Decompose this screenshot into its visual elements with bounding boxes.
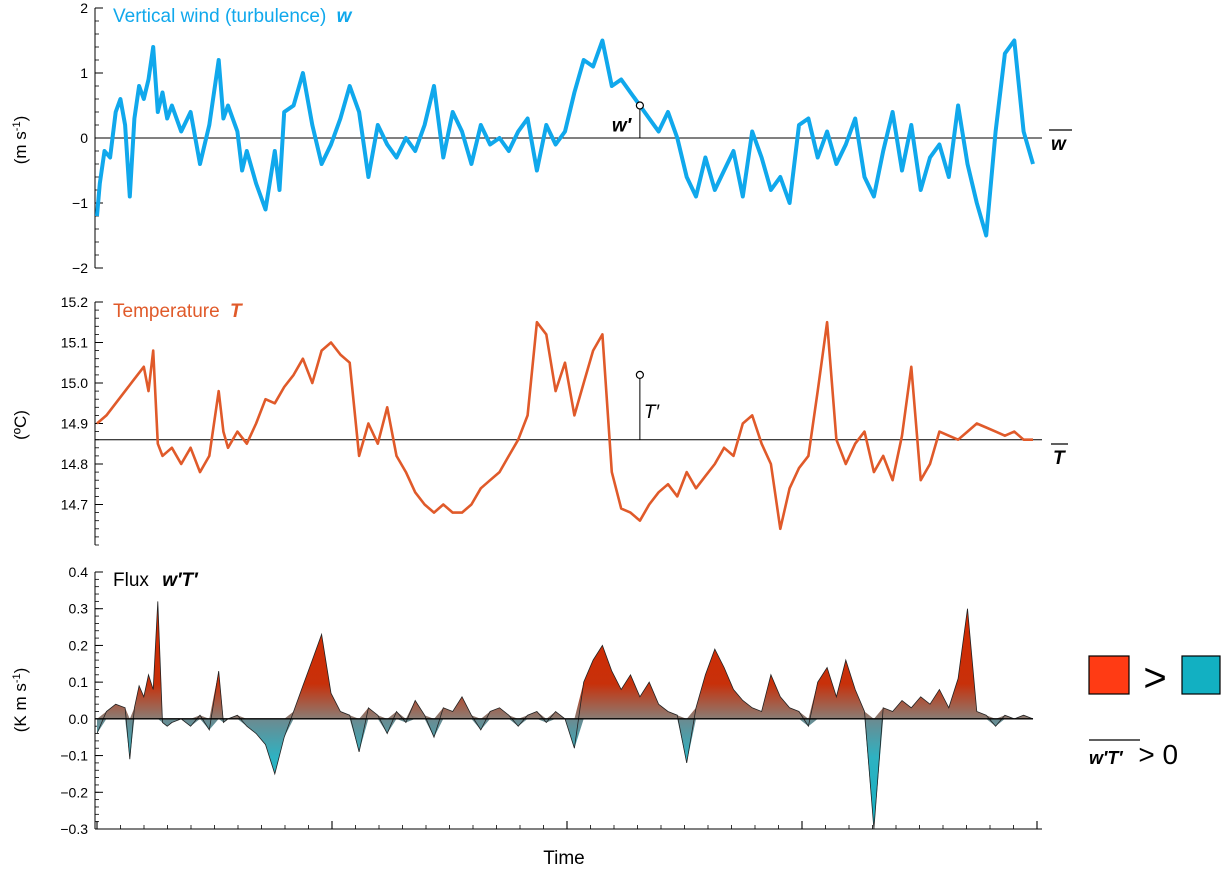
wind-y-tick-label: −2 — [72, 260, 88, 276]
flux-y-tick-label: −0.1 — [60, 748, 88, 764]
flux-title: Flux w′T′ — [113, 570, 199, 591]
legend-negative-swatch — [1181, 655, 1221, 695]
flux-y-tick-label: 0.2 — [69, 637, 89, 653]
flux-positive-area — [97, 601, 1033, 719]
wind-y-label: (m s-1) — [11, 116, 30, 165]
temperature-y-tick-label: 15.2 — [61, 294, 88, 310]
temperature-mean-label: T — [1053, 448, 1066, 469]
legend-comparator: > — [1143, 656, 1166, 700]
flux-y-tick-label: 0.1 — [69, 674, 89, 690]
flux-y-tick-label: 0.3 — [69, 601, 89, 617]
wind-y-tick-label: 1 — [80, 65, 88, 81]
flux-y-tick-label: 0.0 — [69, 711, 89, 727]
flux-y-ticks: −0.3 −0.2 −0.1 0.0 0.1 0.2 0.3 0.4 — [60, 564, 103, 837]
temperature-y-tick-label: 15.1 — [61, 335, 88, 351]
time-axis-ticks — [96, 821, 1038, 829]
wind-perturbation-label: w′ — [612, 116, 633, 137]
wind-perturbation-marker: w′ — [612, 101, 644, 138]
flux-y-tick-label: −0.3 — [60, 821, 88, 837]
wind-y-tick-label: −1 — [72, 195, 88, 211]
flux-negative-area — [97, 718, 1033, 829]
flux-y-tick-label: 0.4 — [69, 564, 89, 580]
temperature-y-tick-label: 14.9 — [61, 416, 88, 432]
temperature-y-label: (ºC) — [11, 410, 30, 440]
temperature-perturbation-marker: T′ — [635, 370, 661, 440]
wind-title: Vertical wind (turbulence) w — [113, 6, 353, 27]
flux-legend: > w′T′ > 0 — [1088, 655, 1221, 770]
wind-y-tick-label: 2 — [80, 0, 88, 16]
flux-panel: −0.3 −0.2 −0.1 0.0 0.1 0.2 0.3 0.4 Flux w′T′ (K… — [11, 564, 1042, 869]
flux-y-tick-label: −0.2 — [60, 784, 88, 800]
flux-y-label: (K m s-1) — [11, 668, 30, 733]
legend-relation: w′T′ > 0 — [1089, 739, 1178, 770]
wind-y-ticks: −2 −1 0 1 2 — [72, 0, 103, 276]
temperature-y-ticks: 14.7 14.8 14.9 15.0 15.1 15.2 — [61, 294, 103, 546]
wind-series-line — [95, 38, 1035, 238]
x-axis-label: Time — [543, 848, 585, 869]
temperature-perturbation-label: T′ — [644, 402, 661, 423]
temperature-title: Temperature T — [113, 301, 243, 322]
temperature-series-line — [96, 320, 1033, 531]
temperature-y-tick-label: 14.7 — [61, 497, 88, 513]
temperature-y-tick-label: 15.0 — [61, 375, 88, 391]
wind-perturbation-point — [635, 101, 644, 110]
wind-mean-label: w — [1051, 134, 1067, 155]
temperature-y-tick-label: 14.8 — [61, 456, 88, 472]
wind-y-tick-label: 0 — [80, 130, 88, 146]
flux-outline — [96, 601, 1034, 830]
legend-positive-swatch — [1088, 655, 1130, 695]
temperature-panel: 14.7 14.8 14.9 15.0 15.1 15.2 T′ Temperature … — [11, 294, 1068, 546]
temperature-perturbation-point — [635, 370, 644, 379]
